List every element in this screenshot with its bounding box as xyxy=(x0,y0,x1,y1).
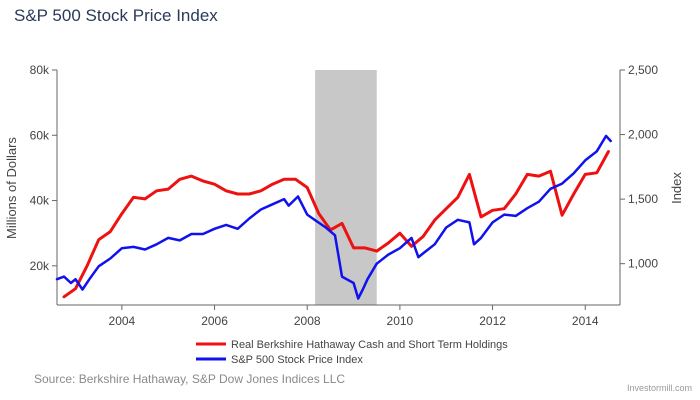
y-tick-label-20k: 20k xyxy=(30,259,50,273)
y-tick-label-60k: 60k xyxy=(30,128,50,142)
watermark: Investormill.com xyxy=(626,383,692,393)
tick-labels-layer: 2004 2006 2008 2010 2012 2014 20k 40k 60k 80k 1,00… xyxy=(30,63,659,328)
recession-shading-layer xyxy=(315,70,377,305)
legend-item-berkshire[interactable]: Real Berkshire Hathaway Cash and Short T… xyxy=(196,339,508,351)
x-tick-label-2008: 2008 xyxy=(294,314,321,328)
y2-axis-title: Index xyxy=(669,172,684,204)
recession-band-0 xyxy=(315,70,377,305)
series-layer xyxy=(55,134,612,300)
y-tick-label-40k: 40k xyxy=(30,194,50,208)
legend-item-sp500[interactable]: S&P 500 Stock Price Index xyxy=(196,354,363,366)
y-tick-label-80k: 80k xyxy=(30,63,50,77)
x-tick-label-2010: 2010 xyxy=(387,314,414,328)
x-tick-label-2014: 2014 xyxy=(572,314,599,328)
x-tick-label-2006: 2006 xyxy=(201,314,228,328)
chart-title: S&P 500 Stock Price Index xyxy=(14,6,218,25)
legend-label-berkshire: Real Berkshire Hathaway Cash and Short T… xyxy=(231,339,508,351)
legend[interactable]: Real Berkshire Hathaway Cash and Short T… xyxy=(196,339,508,366)
x-tick-label-2004: 2004 xyxy=(109,314,136,328)
sp500-index-line xyxy=(55,134,612,300)
berkshire-cash-line xyxy=(62,150,610,299)
x-tick-label-2012: 2012 xyxy=(479,314,506,328)
y-axis-title: Millions of Dollars xyxy=(4,137,19,239)
legend-label-sp500: S&P 500 Stock Price Index xyxy=(231,354,363,366)
y2-tick-label-2,000: 2,000 xyxy=(628,128,658,142)
y2-tick-label-1,500: 1,500 xyxy=(628,192,658,206)
axes-layer xyxy=(52,69,625,310)
source-note: Source: Berkshire Hathaway, S&P Dow Jone… xyxy=(34,372,346,386)
y2-tick-label-1,000: 1,000 xyxy=(628,257,658,271)
y2-tick-label-2,500: 2,500 xyxy=(628,63,658,77)
